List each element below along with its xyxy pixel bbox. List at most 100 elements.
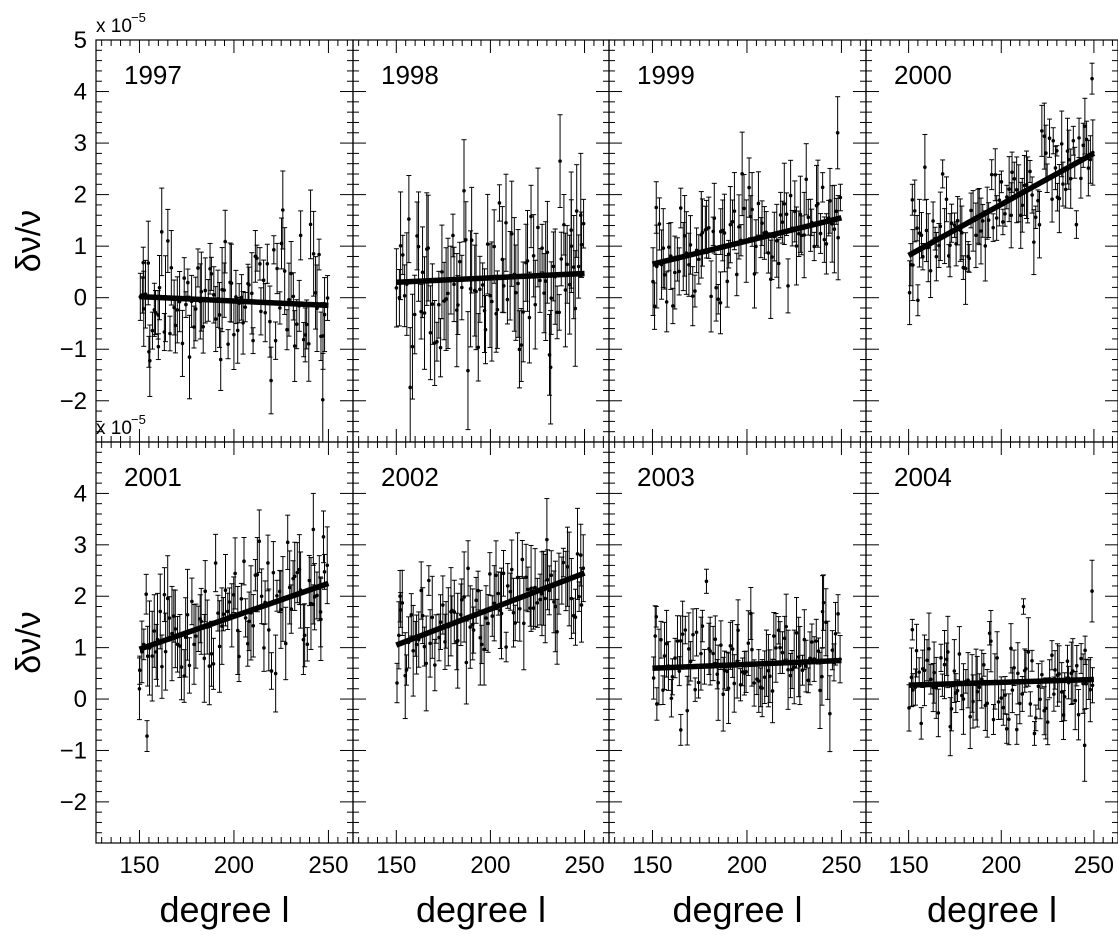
data-point	[756, 649, 762, 713]
y-tick-label: 5	[74, 27, 87, 54]
data-point	[186, 314, 192, 400]
data-point	[473, 232, 479, 351]
y-multiplier-exponent: −5	[131, 412, 146, 427]
data-point	[548, 550, 554, 601]
data-point	[217, 600, 223, 693]
data-point	[177, 271, 183, 333]
data-point	[537, 248, 543, 313]
data-point	[271, 235, 277, 265]
year-label: 1997	[124, 60, 182, 90]
data-point	[698, 191, 704, 279]
data-point	[572, 250, 578, 367]
data-point	[320, 352, 326, 442]
data-point	[429, 575, 435, 659]
panel-points	[137, 170, 331, 442]
data-point	[420, 226, 426, 319]
data-point	[759, 659, 765, 718]
data-point	[1017, 682, 1023, 725]
data-point	[286, 262, 292, 337]
data-point	[409, 293, 415, 400]
data-point	[503, 173, 509, 272]
data-point	[406, 175, 412, 264]
data-point	[912, 179, 918, 243]
data-point	[1050, 127, 1056, 155]
x-tick-label: 150	[889, 852, 929, 879]
data-point	[773, 613, 779, 683]
data-point	[477, 589, 483, 686]
data-point	[219, 587, 225, 665]
y-multiplier: x 10	[96, 418, 132, 439]
data-point	[501, 549, 507, 597]
data-point	[791, 629, 797, 705]
data-point	[539, 551, 545, 637]
data-point	[915, 284, 921, 317]
y-tick-label: −2	[60, 388, 87, 415]
data-point	[1082, 635, 1088, 666]
data-point	[676, 656, 682, 687]
x-tick-label: 200	[214, 852, 254, 879]
y-tick-label: 0	[74, 285, 87, 312]
data-point	[470, 588, 476, 661]
data-point	[945, 615, 951, 689]
data-point	[914, 215, 920, 242]
fit-line	[395, 570, 586, 648]
data-point	[1004, 184, 1010, 210]
data-point	[1024, 150, 1030, 219]
data-point	[771, 612, 777, 661]
data-point	[1089, 559, 1095, 623]
panel-points	[907, 62, 1096, 326]
data-point	[325, 275, 331, 321]
panel-points	[906, 559, 1096, 782]
data-point	[146, 335, 152, 368]
data-point	[149, 610, 155, 702]
data-point	[710, 216, 716, 247]
data-point	[193, 603, 199, 669]
data-point	[1049, 640, 1055, 671]
data-point	[703, 568, 709, 594]
data-point	[282, 227, 288, 315]
data-point	[686, 232, 692, 297]
data-point	[963, 232, 969, 305]
data-point	[711, 182, 717, 254]
data-point	[989, 159, 995, 191]
data-point	[755, 171, 761, 236]
data-point	[459, 254, 465, 321]
data-point	[254, 244, 260, 272]
data-point	[799, 215, 805, 256]
data-point	[1006, 156, 1012, 223]
data-point	[280, 170, 286, 250]
data-point	[819, 647, 825, 706]
data-point	[310, 492, 316, 566]
data-point	[422, 256, 428, 370]
panel-ticks	[96, 441, 353, 844]
fit-line	[652, 657, 842, 671]
data-point	[534, 577, 540, 628]
data-point	[1029, 649, 1035, 672]
data-point	[250, 327, 256, 355]
y-tick-label: 2	[74, 583, 87, 610]
data-point	[686, 612, 692, 686]
data-point	[1054, 145, 1060, 157]
data-point	[277, 569, 283, 614]
data-point	[560, 547, 566, 578]
x-tick-label: 150	[119, 852, 159, 879]
fit-line	[138, 580, 330, 652]
data-point	[785, 258, 791, 314]
data-point	[692, 274, 698, 308]
data-point	[789, 650, 795, 690]
data-point	[708, 260, 714, 333]
data-point	[193, 276, 199, 342]
data-point	[710, 625, 716, 682]
data-point	[544, 200, 550, 304]
data-point	[185, 268, 191, 297]
data-point	[228, 243, 234, 323]
data-point	[246, 266, 252, 304]
y-multiplier-exponent: −5	[131, 10, 146, 25]
panel-points	[393, 114, 587, 442]
data-point	[140, 246, 146, 279]
data-point	[144, 720, 150, 752]
data-point	[414, 614, 420, 675]
data-point	[242, 291, 248, 323]
data-point	[249, 252, 255, 335]
